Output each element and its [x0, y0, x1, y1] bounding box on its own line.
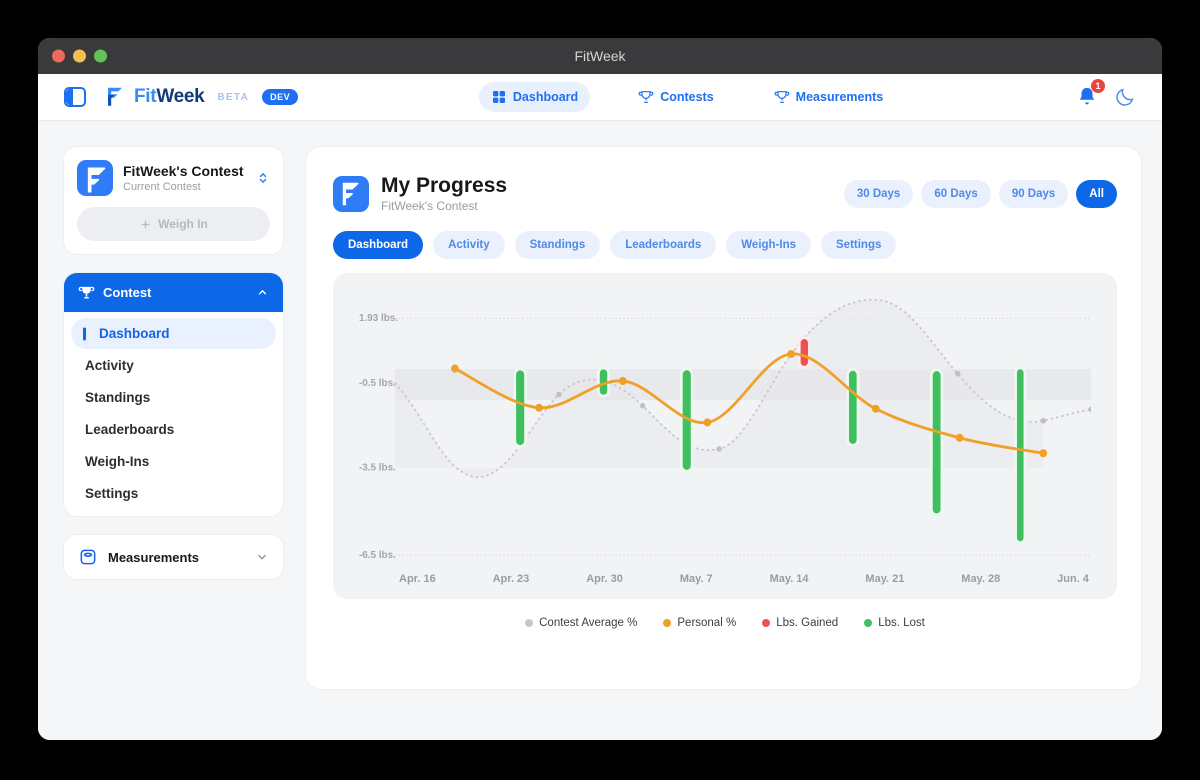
- svg-text:-6.5 lbs.: -6.5 lbs.: [359, 550, 396, 561]
- svg-text:-0.5 lbs.: -0.5 lbs.: [359, 378, 396, 389]
- svg-text:-3.5 lbs.: -3.5 lbs.: [359, 462, 396, 473]
- svg-text:1.93 lbs.: 1.93 lbs.: [359, 313, 398, 324]
